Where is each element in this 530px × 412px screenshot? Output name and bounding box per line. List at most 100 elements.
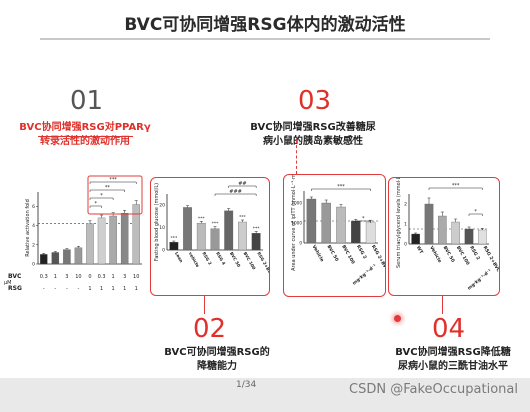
y-tick-label: 0 [162, 248, 165, 254]
rsg-dose-label: - [54, 286, 56, 292]
x-tick-label: RSG 2+BVC 50 [370, 244, 385, 279]
bar [336, 206, 346, 244]
panel-triacylglycerol: Serum triacylglycerol levels (mmol·L⁻¹) W… [388, 170, 505, 296]
chart-activation-fold: Relative activation fold 0 2 4 6 BVC RSG 0.3 1 3 1… [4, 168, 154, 298]
bar [224, 210, 234, 251]
rsg-dose-label: - [43, 286, 45, 292]
bar [183, 207, 192, 251]
rsg-dose-label: 1 [88, 286, 91, 292]
section-04-number: 04 [432, 314, 466, 344]
x-tick-label: RSG 2 [355, 244, 368, 260]
significance-label: * [100, 193, 103, 199]
x-tick-label: BVC 50 [442, 245, 456, 263]
bar [424, 203, 434, 245]
y-axis-label: Fasting blood glucose (mmol/L) [154, 183, 160, 261]
row-label-bvc: BVC [8, 273, 22, 280]
section-01-line-1: BVC协同增强RSG对PPARγ [19, 122, 151, 133]
bar [306, 198, 317, 244]
bar [40, 254, 48, 265]
x-tick-label: RSG 2+BVC 50 [256, 251, 269, 283]
bar [365, 221, 376, 244]
significance-bracket [228, 185, 257, 188]
bar [238, 221, 247, 251]
significance-bracket [89, 197, 114, 200]
bar [321, 202, 331, 244]
significance-label: *** [452, 183, 460, 189]
significance-label: *** [337, 184, 345, 190]
y-axis-label: Area under curve of ipITT (mmol·L⁻¹·min⁻… [291, 175, 297, 271]
y-tick-label: 6 [32, 204, 35, 210]
y-axis-label: Relative activation fold [25, 199, 31, 257]
bvc-dose-label: 10 [75, 274, 81, 280]
bar [351, 220, 361, 244]
bvc-dose-label: 0 [88, 274, 91, 280]
bvc-dose-label: 10 [133, 274, 139, 280]
x-tick-label: RSG 2 [468, 245, 481, 261]
significance-bracket [311, 188, 371, 191]
chart-tg-svg: Serum triacylglycerol levels (mmol·L⁻¹) W… [396, 170, 505, 292]
y-tick-label: 2 [404, 202, 407, 208]
unit-label: μM [4, 280, 12, 286]
dose-unit-label: mg·kg⁻¹·d⁻¹ [351, 263, 377, 287]
rsg-dose-label: - [78, 286, 80, 292]
y-tick-label: 10 [159, 225, 165, 231]
x-tick-label: BVC 100 [340, 244, 356, 265]
y-tick-label: 2 [32, 242, 35, 248]
section-02-line-2: 降糖能力 [197, 361, 237, 372]
y-tick-label: 1000 [291, 221, 302, 226]
rsg-dose-label: 1 [123, 286, 126, 292]
significance-label: ## [238, 181, 246, 187]
page-indicator[interactable]: 1/34 [236, 380, 257, 390]
y-axis-label: Serum triacylglycerol levels (mmol·L⁻¹) [396, 178, 402, 268]
watermark: CSDN @FakeOccupational [349, 382, 518, 397]
title-divider [40, 38, 490, 40]
x-tick-label: BVC 100 [455, 245, 471, 266]
rsg-dose-label: 1 [100, 286, 103, 292]
bar [451, 221, 460, 245]
section-01-line-2: 转录活性的激动作用 [40, 136, 130, 147]
highlight-box [87, 175, 143, 215]
panel-ipitt: Area under curve of ipITT (mmol·L⁻¹·min⁻… [283, 163, 393, 297]
x-tick-label: BVC 100 [243, 251, 257, 270]
bar [51, 252, 60, 265]
significance-bracket [428, 187, 483, 190]
y-tick-label: 0 [404, 242, 407, 248]
chart-glucose-svg: Fasting blood glucose (mmol/L) *** Lean veh… [154, 181, 278, 283]
bvc-dose-label: 0.3 [40, 274, 48, 280]
rsg-dose-label: 1 [112, 286, 115, 292]
section-02-number: 02 [193, 314, 227, 344]
section-01-text: BVC协同增强RSG对PPARγ 转录活性的激动作用 [10, 121, 160, 149]
bvc-dose-label: 3 [123, 274, 126, 280]
row-label-rsg: RSG [8, 285, 22, 292]
bar [411, 233, 420, 245]
x-tick-label: WT [415, 245, 425, 256]
bvc-dose-label: 3 [65, 274, 68, 280]
section-03-line-1: BVC协同增强RSG改善糖尿 [250, 122, 376, 133]
significance-bracket [214, 193, 257, 196]
section-03-number: 03 [298, 86, 332, 116]
y-tick-label: 4 [32, 223, 35, 229]
section-04-line-1: BVC协同增强RSG降低糖 [395, 347, 511, 358]
significance-label: * [362, 216, 365, 222]
significance-label: * [95, 201, 98, 207]
connector-03 [296, 140, 297, 174]
chart-ipitt-svg: Area under curve of ipITT (mmol·L⁻¹·min⁻… [291, 163, 393, 287]
x-tick-label: Lean [174, 251, 184, 263]
chart-activation-fold-svg: Relative activation fold 0 2 4 6 BVC RSG 0.3 1 3 1… [4, 175, 143, 292]
bar [169, 242, 179, 251]
bar [63, 249, 71, 265]
connector-02 [204, 296, 205, 314]
connector-04 [442, 296, 443, 314]
bar [478, 229, 487, 245]
x-tick-label: BVC 50 [325, 244, 339, 262]
section-02-text: BVC可协同增强RSG的 降糖能力 [142, 346, 292, 374]
rsg-dose-label: - [66, 286, 68, 292]
significance-label: ** [105, 185, 111, 191]
significance-bracket [89, 205, 102, 208]
x-tick-label: BVC 50 [229, 251, 242, 268]
viewer-footer [0, 378, 530, 412]
bar-significance-label: *** [212, 221, 220, 227]
bar [109, 215, 117, 265]
bar [120, 212, 129, 265]
x-tick-label: RSG 4 [215, 251, 226, 266]
